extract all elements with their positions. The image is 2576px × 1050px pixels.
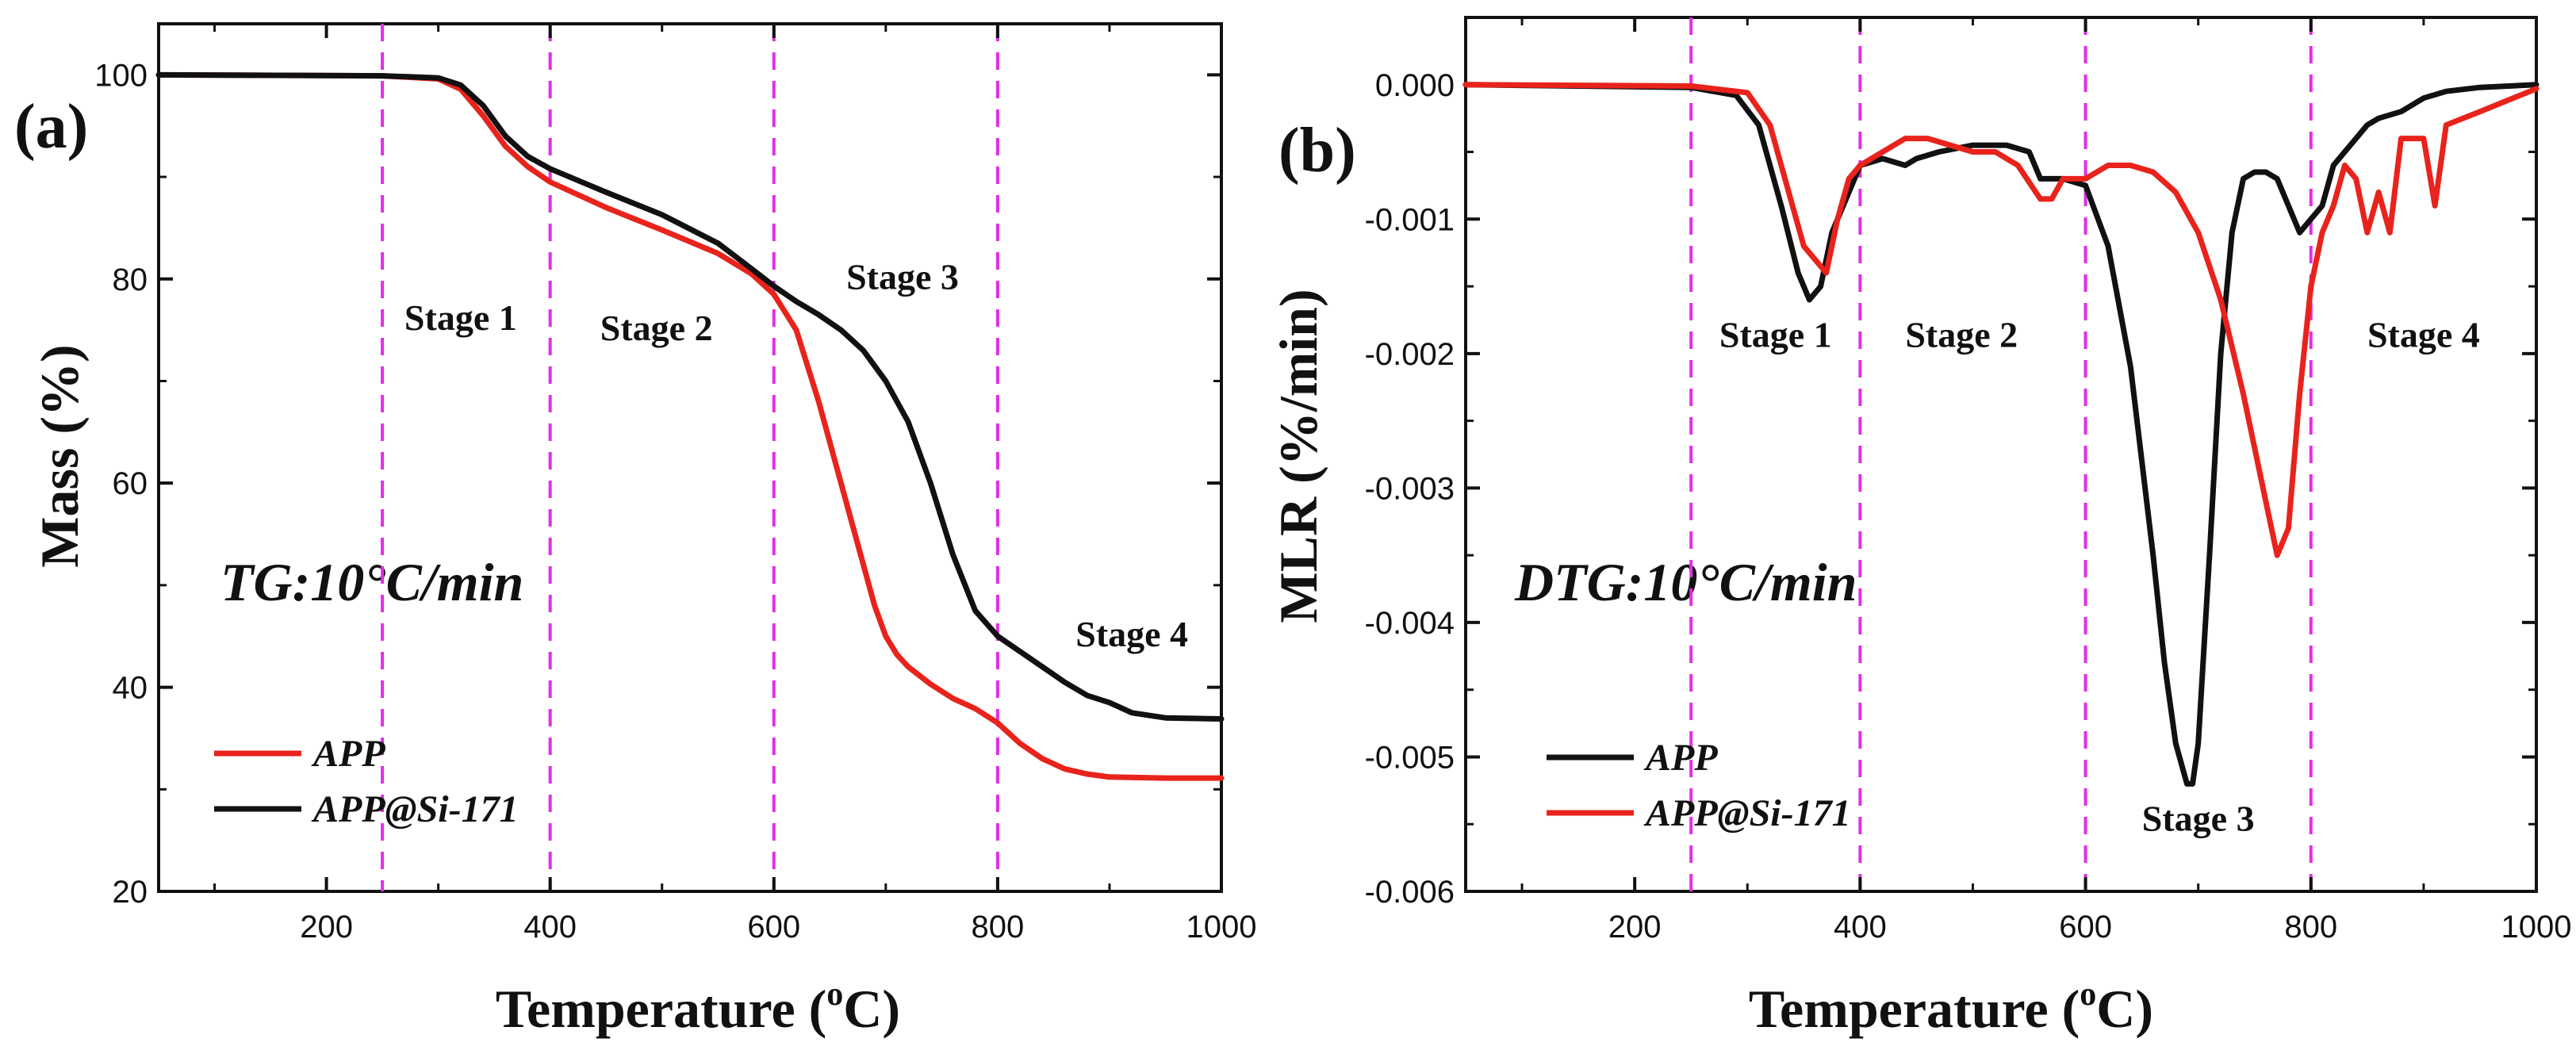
panel-a-plot-area: 200 400 600 800 1000 20 40 60 80 100 Stage 1 Stage … [94,22,1257,945]
panel-b-ytick-label-1: -0.001 [1365,202,1455,237]
panel-a-xtick-label-0: 200 [300,910,353,945]
panel-b-xtick-label-1: 400 [1834,910,1887,945]
panel-a-annotation: TG:10°C/min [220,552,523,612]
panel-a-xtick-label-4: 1000 [1186,910,1257,945]
panel-a-ytick-label-1: 40 [113,671,148,706]
panel-a-label: (a) [14,92,88,162]
panel-b-xtick-label-2: 600 [2059,910,2112,945]
panel-b-plot-area: 200 400 600 800 1000 0.000 -0.001 -0.002 -0.003 -… [1365,16,2572,945]
panel-a: (a) Mass (%) Temperature (oC) TG:10°C/mi… [14,22,1257,1039]
panel-a-xlabel-unit: C) [843,979,900,1039]
panel-a-y-axis-title: Mass (%) [29,344,90,567]
panel-a-xlabel-sup: o [826,976,843,1013]
panel-b-xtick-label-3: 800 [2284,910,2337,945]
panel-a-stage-label-3: Stage 3 [846,257,959,297]
panel-a-xlabel: Temperature (oC) [496,976,900,1039]
panel-a-ytick-label-2: 60 [113,466,148,501]
panel-b-stage-label-3: Stage 3 [2142,799,2255,839]
panel-b-stage-label-1: Stage 1 [1719,314,1832,354]
panel-b: (b) MLR (%/min) Temperature (oC) DTG:10°… [1268,16,2572,1039]
panel-b-xtick-label-0: 200 [1608,910,1662,945]
panel-a-stage-label-4: Stage 4 [1075,614,1188,654]
panel-a-xlabel-main: Temperature ( [496,979,826,1039]
panel-b-series-second-line [1462,82,2540,558]
panel-b-ytick-label-3: -0.003 [1365,471,1455,506]
panel-b-label: (b) [1278,116,1356,186]
panel-b-legend-label-1: APP [1643,737,1718,779]
panel-b-series-first-line [1462,82,2540,787]
panel-b-xlabel-unit: C) [2096,979,2153,1039]
panel-b-ytick-label-5: -0.005 [1365,740,1455,775]
panel-b-annotation: DTG:10°C/min [1514,552,1857,612]
panel-b-xlabel-sup: o [2080,976,2096,1013]
panel-a-ytick-label-3: 80 [113,262,148,297]
panel-b-legend-label-2: APP@Si-171 [1643,792,1851,834]
panel-a-frame [157,22,1223,893]
panel-b-xlabel: Temperature (oC) [1749,976,2153,1039]
panel-a-legend-label-1: APP [311,733,385,775]
panel-a-series-first-line [155,71,1225,781]
panel-b-stage-label-4: Stage 4 [2367,314,2480,354]
panel-a-ytick-label-4: 100 [94,58,148,93]
panel-a-stage-label-1: Stage 1 [404,297,517,338]
panel-b-frame [1464,16,2538,893]
panel-a-series-second-line [155,71,1225,722]
panel-a-ylabel: Mass (%) [29,344,90,567]
panel-a-xtick-label-3: 800 [972,910,1025,945]
panel-b-ylabel: MLR (%/min) [1268,289,1328,623]
panel-b-ytick-label-6: -0.006 [1365,875,1455,910]
panel-a-legend-label-2: APP@Si-171 [311,788,519,830]
panel-b-y-axis-title: MLR (%/min) [1268,289,1328,623]
panel-b-xtick-label-4: 1000 [2501,910,2572,945]
panel-a-xtick-label-2: 600 [747,910,800,945]
panel-b-ytick-label-2: -0.002 [1365,337,1455,372]
panel-b-ytick-label-4: -0.004 [1365,606,1455,641]
panel-b-stage-label-2: Stage 2 [1905,314,2018,354]
panel-b-xlabel-main: Temperature ( [1749,979,2080,1039]
panel-b-ytick-label-0: 0.000 [1375,68,1455,103]
panel-a-xtick-label-1: 400 [523,910,577,945]
panel-a-ytick-label-0: 20 [113,875,148,910]
panel-a-stage-label-2: Stage 2 [600,308,713,348]
